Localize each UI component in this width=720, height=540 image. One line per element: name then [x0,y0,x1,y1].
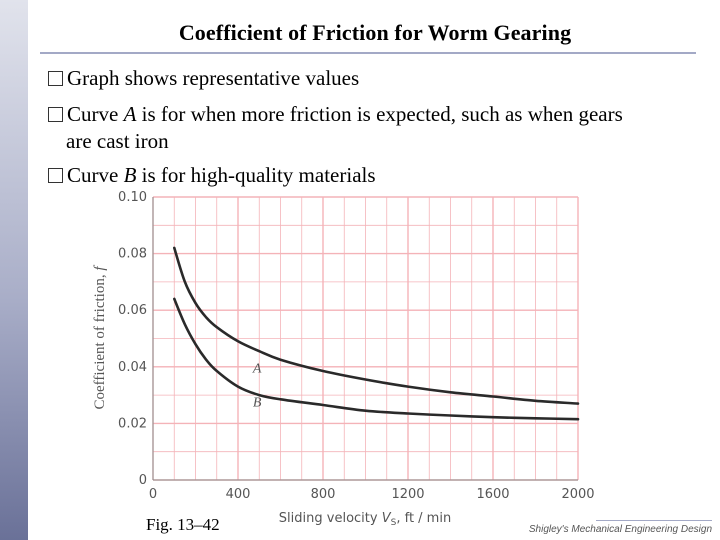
curve-label-b: B [253,395,262,410]
slide-title: Coefficient of Friction for Worm Gearing [178,20,572,45]
curve-label-a: A [252,361,262,376]
figure-label: Fig. 13–42 [146,515,220,534]
bullet-2: Curve A is for when more friction is exp… [48,101,708,127]
curve-b [173,297,580,421]
y-axis-title: Coefficient of friction, f [92,265,108,410]
x-tick-label: 400 [226,487,251,502]
x-tick-label: 0 [149,487,157,502]
bullet-3-var: B [123,163,137,187]
x-axis-title: Sliding velocity VS, ft / min [279,511,451,528]
y-tick-label: 0.04 [118,360,147,375]
bullet-3: Curve B is for high-quality materials [48,162,708,188]
y-tick-label: 0.02 [118,416,147,431]
curve-a [173,246,580,405]
chart-axes [152,197,578,481]
y-tick-label: 0.08 [118,247,147,262]
chart-grid [152,196,579,481]
bullet-2-pre: Curve [67,102,124,126]
y-tick-label: 0.06 [118,303,147,318]
chart-labels: 0 400 800 1200 1600 2000 0 0.02 0.04 0.06 0.08 0.10… [92,190,595,528]
bullet-2-continued: are cast iron [66,129,169,153]
bullet-box-icon [48,107,63,122]
book-credit: Shigley's Mechanical Engineering Design [528,524,712,535]
slide-side-bar [0,0,28,540]
bullet-box-icon [48,71,63,86]
credit-rule [596,520,712,521]
bullet-3-post: is for high-quality materials [136,163,376,187]
x-tick-label: 2000 [561,487,594,502]
bullet-2-post: is for when more friction is expected, s… [136,102,623,126]
y-tick-label: 0 [139,473,147,488]
bullet-1: Graph shows representative values [48,65,708,91]
title-underline [40,52,696,54]
x-tick-label: 1200 [391,487,424,502]
bullet-2-var: A [123,102,137,126]
bullet-3-pre: Curve [67,163,124,187]
chart-series [173,246,580,421]
y-tick-label: 0.10 [118,190,147,205]
x-tick-label: 1600 [476,487,509,502]
bullet-1-text: Graph shows representative values [67,66,360,90]
x-tick-label: 800 [311,487,336,502]
bullet-box-icon [48,168,63,183]
